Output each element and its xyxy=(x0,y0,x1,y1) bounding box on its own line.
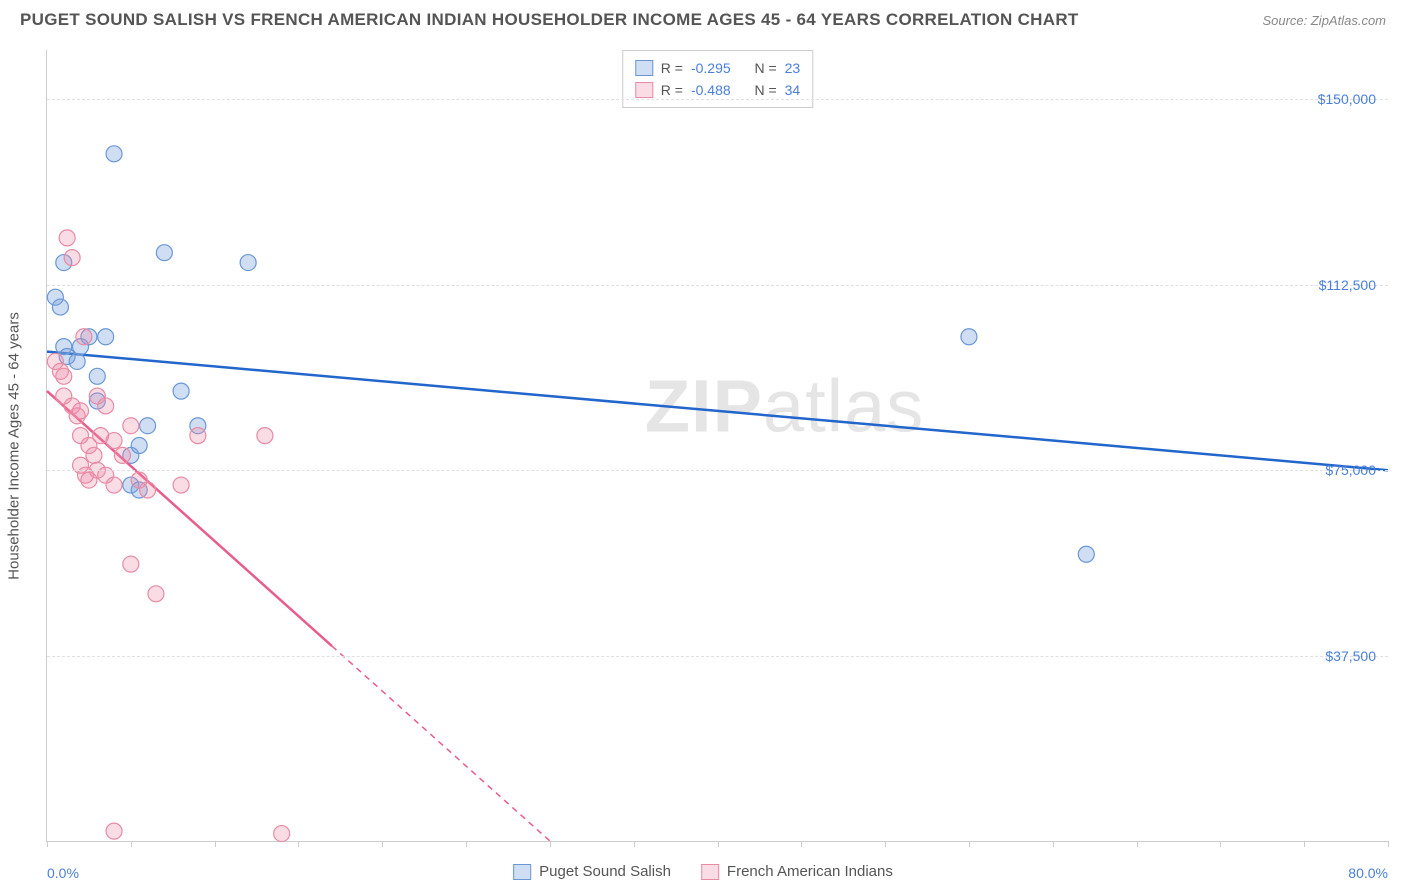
data-point xyxy=(106,823,122,839)
x-tick xyxy=(298,841,299,847)
x-tick xyxy=(634,841,635,847)
data-point xyxy=(106,433,122,449)
chart-title: PUGET SOUND SALISH VS FRENCH AMERICAN IN… xyxy=(20,10,1079,30)
gridline xyxy=(47,656,1388,657)
x-tick xyxy=(801,841,802,847)
data-point xyxy=(52,299,68,315)
trend-line-dashed xyxy=(332,646,550,841)
trend-line xyxy=(47,391,332,646)
x-tick xyxy=(1053,841,1054,847)
gridline xyxy=(47,99,1388,100)
data-point xyxy=(69,353,85,369)
data-point xyxy=(73,403,89,419)
legend-series: Puget Sound Salish French American Indian… xyxy=(513,863,893,880)
legend-stat-row: R = -0.488 N = 34 xyxy=(635,79,800,101)
y-tick-label: $75,000 xyxy=(1325,462,1376,478)
data-point xyxy=(98,329,114,345)
data-point xyxy=(148,586,164,602)
data-point xyxy=(106,146,122,162)
x-tick xyxy=(718,841,719,847)
legend-swatch xyxy=(635,60,653,76)
data-point xyxy=(190,428,206,444)
data-point xyxy=(1078,546,1094,562)
source-label: Source: ZipAtlas.com xyxy=(1262,13,1386,28)
data-point xyxy=(140,482,156,498)
scatter-svg xyxy=(47,50,1388,841)
y-tick-label: $112,500 xyxy=(1319,277,1376,293)
data-point xyxy=(173,477,189,493)
x-tick xyxy=(466,841,467,847)
data-point xyxy=(140,418,156,434)
x-tick xyxy=(885,841,886,847)
x-tick xyxy=(382,841,383,847)
x-axis-min: 0.0% xyxy=(47,865,79,881)
data-point xyxy=(89,368,105,384)
data-point xyxy=(257,428,273,444)
data-point xyxy=(123,556,139,572)
legend-swatch xyxy=(513,864,531,880)
y-axis-title: Householder Income Ages 45 - 64 years xyxy=(6,312,23,580)
data-point xyxy=(240,255,256,271)
data-point xyxy=(274,826,290,842)
x-tick xyxy=(47,841,48,847)
x-tick xyxy=(131,841,132,847)
x-tick xyxy=(969,841,970,847)
x-tick xyxy=(1304,841,1305,847)
data-point xyxy=(156,245,172,261)
legend-series-label: Puget Sound Salish xyxy=(539,863,671,880)
chart-plot-area: ZIPatlas R = -0.295 N = 23R = -0.488 N =… xyxy=(46,50,1388,842)
legend-stat-row: R = -0.295 N = 23 xyxy=(635,57,800,79)
data-point xyxy=(64,250,80,266)
legend-series-item: Puget Sound Salish xyxy=(513,863,671,880)
data-point xyxy=(86,447,102,463)
data-point xyxy=(173,383,189,399)
data-point xyxy=(98,398,114,414)
x-tick xyxy=(1220,841,1221,847)
legend-series-item: French American Indians xyxy=(701,863,893,880)
legend-swatch xyxy=(635,82,653,98)
x-tick xyxy=(1388,841,1389,847)
data-point xyxy=(106,477,122,493)
y-tick-label: $37,500 xyxy=(1325,648,1376,664)
data-point xyxy=(114,447,130,463)
data-point xyxy=(961,329,977,345)
x-tick xyxy=(215,841,216,847)
gridline xyxy=(47,470,1388,471)
trend-line xyxy=(47,352,1388,471)
legend-swatch xyxy=(701,864,719,880)
x-axis-max: 80.0% xyxy=(1348,865,1388,881)
x-tick xyxy=(550,841,551,847)
data-point xyxy=(56,368,72,384)
y-tick-label: $150,000 xyxy=(1318,91,1376,107)
gridline xyxy=(47,285,1388,286)
legend-series-label: French American Indians xyxy=(727,863,893,880)
x-tick xyxy=(1137,841,1138,847)
data-point xyxy=(123,418,139,434)
data-point xyxy=(131,438,147,454)
data-point xyxy=(59,230,75,246)
data-point xyxy=(76,329,92,345)
